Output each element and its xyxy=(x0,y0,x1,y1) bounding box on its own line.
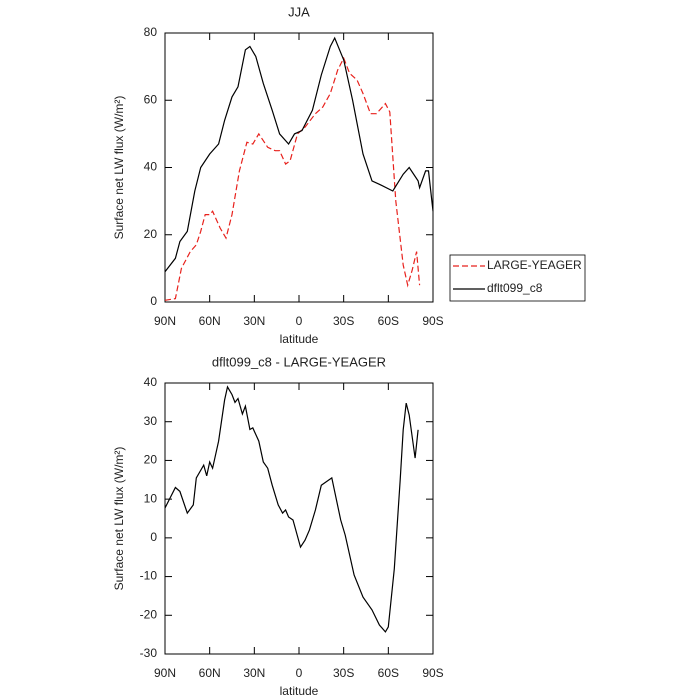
legend-label: dflt099_c8 xyxy=(487,281,543,295)
x-tick-label: 0 xyxy=(296,314,303,328)
x-axis-label: latitude xyxy=(280,332,319,346)
legend-label: LARGE-YEAGER xyxy=(487,258,582,272)
x-tick-label: 60N xyxy=(199,666,221,680)
data-line xyxy=(164,385,419,633)
y-axis-label: Surface net LW flux (W/m²) xyxy=(112,96,126,240)
y-tick-label: 20 xyxy=(144,453,158,467)
y-tick-label: 30 xyxy=(144,414,158,428)
y-axis-label: Surface net LW flux (W/m²) xyxy=(112,447,126,591)
x-tick-label: 30S xyxy=(333,314,354,328)
y-tick-label: -20 xyxy=(140,607,158,621)
data-line xyxy=(164,36,434,273)
x-axis-label: latitude xyxy=(280,684,319,698)
x-tick-label: 90N xyxy=(154,314,176,328)
y-tick-label: 0 xyxy=(150,530,157,544)
y-tick-label: 80 xyxy=(144,25,158,39)
x-tick-label: 60S xyxy=(378,314,399,328)
x-tick-label: 90S xyxy=(422,314,443,328)
y-tick-label: 10 xyxy=(144,491,158,505)
x-tick-label: 30N xyxy=(243,314,265,328)
y-tick-label: -30 xyxy=(140,646,158,660)
legend-box xyxy=(449,254,586,302)
x-tick-label: 60N xyxy=(199,314,221,328)
x-tick-label: 30S xyxy=(333,666,354,680)
chart-title: JJA xyxy=(288,4,310,19)
y-tick-label: 40 xyxy=(144,375,158,389)
plot-frame xyxy=(164,382,434,655)
y-tick-label: 0 xyxy=(150,294,157,308)
plot-frame xyxy=(164,32,434,303)
x-tick-label: 30N xyxy=(243,666,265,680)
x-tick-label: 90S xyxy=(422,666,443,680)
x-tick-label: 60S xyxy=(378,666,399,680)
x-tick-label: 90N xyxy=(154,666,176,680)
data-line xyxy=(164,56,421,301)
y-tick-label: 60 xyxy=(144,92,158,106)
y-tick-label: 40 xyxy=(144,160,158,174)
y-tick-label: 20 xyxy=(144,227,158,241)
chart-title: dflt099_c8 - LARGE-YEAGER xyxy=(212,354,386,369)
y-tick-label: -10 xyxy=(140,569,158,583)
x-tick-label: 0 xyxy=(296,666,303,680)
